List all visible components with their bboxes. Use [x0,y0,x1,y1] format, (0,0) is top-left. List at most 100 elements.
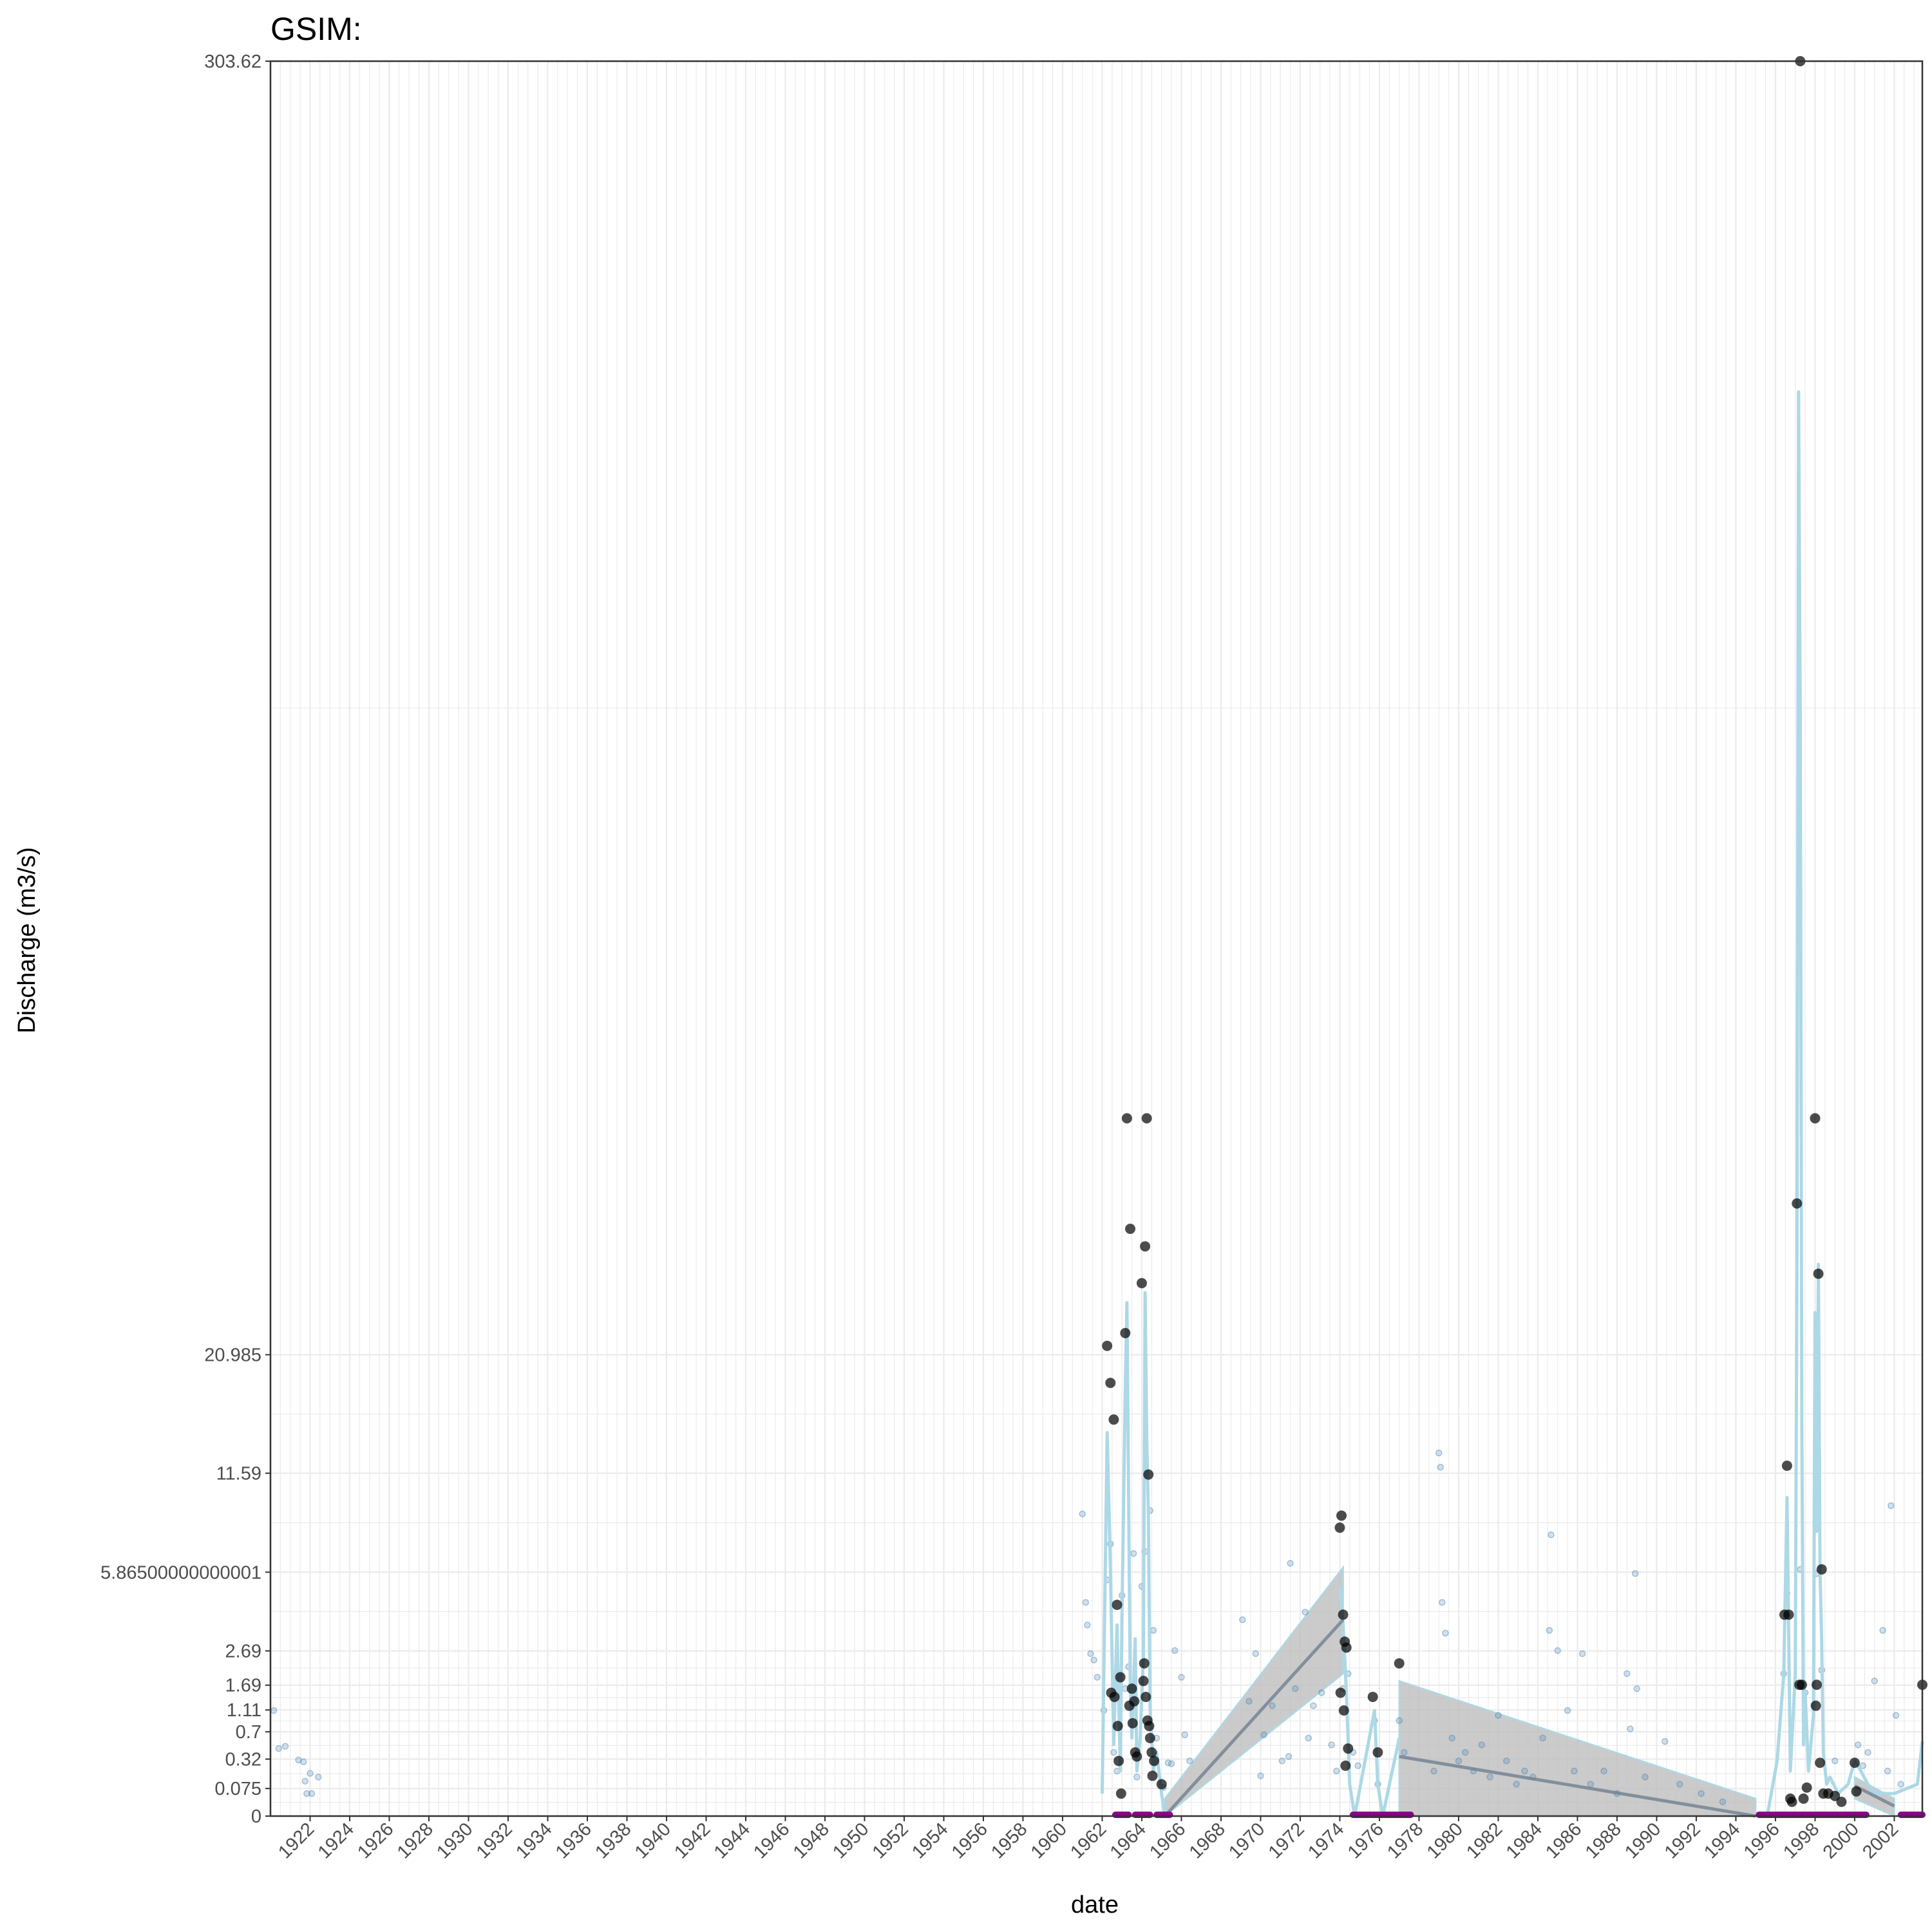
annual-point [1849,1757,1860,1768]
daily-point [299,1758,307,1766]
y-tick-label: 11.59 [216,1464,261,1484]
daily-point [1831,1757,1839,1765]
annual-point [1798,1793,1809,1804]
daily-point [1888,1502,1895,1510]
y-axis: 0 0.075 0.32 0.71.11 1.69 2.69 5.8650000000000… [100,52,270,1827]
daily-point [1269,1702,1276,1709]
daily-point [295,1756,302,1764]
daily-point [1333,1767,1340,1775]
daily-point [1854,1741,1862,1748]
annual-point [1125,1224,1136,1235]
daily-point [1245,1698,1253,1705]
daily-point [1354,1762,1361,1770]
daily-point [1181,1731,1188,1739]
annual-point [1144,1721,1155,1732]
annual-point [1336,1510,1347,1521]
annual-point [1340,1760,1351,1771]
daily-point [1478,1741,1486,1748]
annual-point [1109,1691,1120,1702]
trend-line [1399,1755,1756,1818]
daily-point [1130,1549,1137,1557]
annual-point [1335,1687,1346,1698]
annual-point [1115,1672,1126,1683]
annual-point [1341,1642,1352,1653]
daily-point [1252,1650,1260,1658]
annual-point [1801,1782,1812,1793]
annual-point [1120,1327,1131,1338]
annual-point [1112,1721,1123,1732]
daily-point [1662,1738,1669,1745]
daily-point [1486,1774,1493,1781]
daily-point [281,1743,289,1750]
annual-point [1813,1268,1824,1279]
annual-point [1141,1113,1152,1124]
daily-point [1260,1731,1267,1739]
daily-point [1564,1707,1571,1714]
daily-point [1631,1570,1639,1577]
daily-point [1084,1622,1091,1629]
annual-point [1372,1747,1383,1758]
daily-point [1287,1560,1294,1567]
daily-point [1302,1609,1309,1616]
daily-point [1897,1781,1904,1788]
daily-point [1698,1790,1705,1797]
annual-point [1113,1756,1124,1766]
annual-point [1367,1691,1378,1702]
daily-point [1578,1650,1586,1658]
annual-point [1105,1378,1116,1388]
daily-point [1396,1717,1403,1724]
annual-point [1132,1751,1142,1762]
daily-point [308,1790,316,1797]
daily-point [1292,1685,1299,1692]
y-tick-label: 0.7 [236,1722,261,1743]
x-axis-title: date [1071,1891,1119,1918]
daily-point [1571,1767,1578,1775]
annual-point [1139,1658,1150,1669]
daily-point [307,1770,314,1777]
daily-point [1676,1781,1683,1788]
y-tick-label: 1.69 [225,1676,261,1696]
annual-point [1781,1461,1792,1472]
annual-point [1338,1705,1349,1716]
y-tick-label: 5.86500000000001 [100,1562,261,1583]
y-tick-label: 0 [251,1806,261,1827]
annual-point [1338,1609,1349,1620]
daily-point [1328,1741,1335,1748]
daily-point [1627,1725,1634,1732]
daily-point [1435,1449,1443,1457]
y-axis-title: Discharge (m3/s) [14,847,41,1033]
daily-points [270,1449,1904,1806]
daily-point [1082,1599,1090,1606]
daily-point [1094,1674,1101,1681]
y-tick-label: 0.32 [225,1750,261,1770]
daily-point [1859,1762,1867,1770]
daily-point [1186,1757,1193,1765]
annual-point [1147,1770,1158,1781]
daily-point [1892,1712,1900,1719]
trend-line [1853,1784,1895,1808]
annual-point [1851,1786,1862,1797]
y-tick-label: 1.11 [227,1700,261,1721]
daily-point [1110,1748,1117,1756]
daily-point [1079,1510,1086,1518]
daily-point [1871,1677,1878,1685]
daily-point [1087,1650,1094,1658]
annual-point [1138,1676,1149,1687]
daily-point [1278,1757,1286,1765]
annual-point [1102,1340,1113,1351]
daily-point [1461,1748,1469,1756]
annual-point [1156,1779,1167,1790]
annual-point [1816,1564,1827,1575]
daily-point [1624,1670,1631,1678]
daily-point [1285,1753,1293,1760]
annual-point [1149,1756,1160,1766]
annual-point [1343,1743,1354,1754]
daily-point [1164,1759,1172,1766]
annual-point [1112,1599,1122,1610]
daily-point [1439,1599,1446,1606]
annual-point [1796,1680,1807,1690]
annual-point [1141,1691,1151,1702]
daily-point [301,1777,309,1785]
daily-point [1879,1627,1886,1634]
daily-point [1171,1647,1179,1654]
